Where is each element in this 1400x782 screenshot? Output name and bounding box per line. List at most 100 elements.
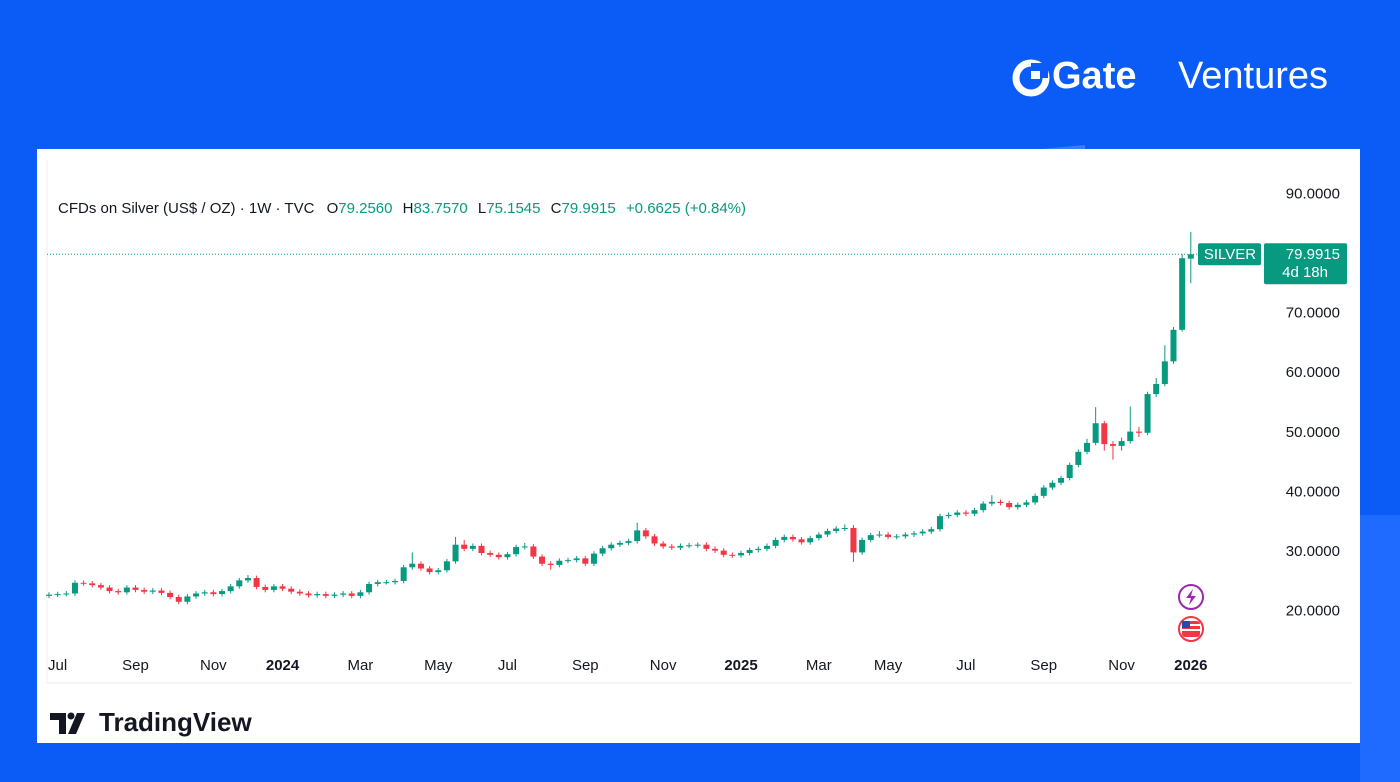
candle-body [720, 550, 727, 555]
countdown: 4d 18h [1282, 264, 1328, 281]
candle-body [80, 582, 87, 584]
candle-body [314, 594, 321, 596]
candle-body [123, 587, 130, 593]
candle-body [902, 534, 909, 537]
candle-body [565, 560, 571, 562]
candle-body [815, 534, 822, 539]
price-tag-box [1264, 243, 1347, 285]
candle-body [608, 544, 615, 549]
candle-body [807, 538, 814, 543]
decor [1040, 145, 1085, 149]
candle-body [1049, 482, 1056, 488]
candle-body [686, 545, 693, 547]
candle-body [668, 546, 675, 548]
x-tick-label: May [874, 657, 903, 674]
candle-body [184, 596, 191, 602]
candle-body [262, 586, 269, 590]
candle-body [201, 592, 208, 594]
candle-body [71, 582, 78, 594]
x-tick-label: Jul [956, 657, 975, 674]
x-tick-label: Sep [1030, 657, 1057, 674]
candle-body [1006, 503, 1013, 508]
logo-icon-square [1031, 71, 1040, 79]
candle-body [167, 592, 174, 598]
candle-body [988, 501, 995, 504]
y-tick-label: 20.0000 [1286, 602, 1340, 619]
footer-logo: TradingView [50, 707, 252, 737]
candle-body [962, 512, 969, 514]
y-tick-label: 70.0000 [1286, 305, 1340, 322]
candle-body [755, 548, 762, 551]
candle-body [1135, 431, 1142, 433]
candle-body [859, 539, 866, 553]
candle-body [331, 594, 338, 596]
candle-body [348, 593, 355, 596]
candle-body [625, 541, 632, 543]
logo-bold: Gate [1052, 55, 1136, 97]
candle-body [867, 535, 874, 540]
candle-body [919, 531, 926, 534]
candle-body [443, 561, 450, 571]
candle-body [1066, 464, 1073, 479]
candle-body [322, 594, 329, 596]
candle-body [599, 548, 606, 554]
candle-body [54, 594, 61, 596]
candle-body [236, 580, 243, 587]
x-tick-label: Sep [122, 657, 149, 674]
y-tick-label: 50.0000 [1286, 424, 1340, 441]
candle-body [149, 590, 156, 592]
candle-body [616, 542, 623, 545]
x-tick-label: Mar [806, 657, 832, 674]
candle-body [824, 530, 831, 535]
candle-body [980, 503, 987, 511]
candle-body [400, 567, 407, 581]
candle-body [1058, 478, 1065, 483]
decor [1360, 515, 1400, 782]
candle-body [1187, 254, 1194, 259]
candle-body [703, 544, 710, 549]
candle-body [841, 528, 848, 530]
footer-brand: TradingView [99, 707, 252, 737]
candle-body [885, 534, 892, 537]
open-value: 79.2560 [338, 200, 392, 217]
candle-body [253, 578, 260, 587]
candle-body [210, 592, 217, 595]
chart-panel [37, 149, 1360, 743]
symbol: CFDs on Silver (US$ / OZ) · 1W · TVC [58, 200, 315, 217]
candle-body [911, 533, 917, 535]
candle-body [469, 545, 476, 549]
candle-body [1144, 394, 1151, 433]
logo-light: Ventures [1178, 55, 1328, 97]
candle-body [141, 589, 148, 592]
flag-canton [1182, 621, 1190, 628]
candle-body [296, 591, 303, 594]
y-tick-label: 60.0000 [1286, 364, 1340, 381]
candle-body [305, 593, 312, 596]
candle-body [582, 558, 589, 564]
candle-body [279, 586, 286, 589]
candle-body [1179, 258, 1186, 330]
x-tick-label: 2026 [1174, 657, 1207, 674]
candle-body [219, 591, 225, 595]
candle-body [945, 514, 952, 517]
candle-body [270, 586, 277, 590]
candle-body [660, 543, 667, 547]
candle-body [530, 546, 537, 557]
candle-body [1014, 504, 1021, 508]
candle-body [738, 553, 744, 556]
tv-mark [67, 712, 75, 720]
x-tick-label: Nov [200, 657, 227, 674]
symbol-tag-box [1198, 243, 1261, 266]
candle-body [694, 544, 701, 546]
x-tick-label: Nov [1108, 657, 1135, 674]
candle-body [1127, 431, 1134, 442]
candle-body [789, 536, 796, 540]
candle-body [1040, 487, 1047, 496]
candle-body [461, 544, 468, 549]
x-tick-label: Mar [347, 657, 373, 674]
candle-body [478, 545, 485, 554]
candle-body [928, 529, 935, 532]
candle-body [97, 585, 104, 588]
candle-body [1161, 361, 1168, 384]
